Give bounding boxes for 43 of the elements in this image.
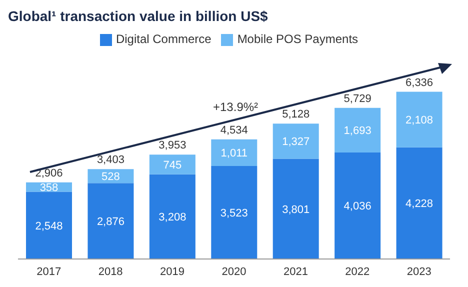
annotation: +13.9%²	[213, 100, 258, 114]
x-tick-label: 2022	[345, 266, 370, 278]
bar	[149, 174, 196, 259]
data-label: 3,801	[282, 204, 310, 216]
x-tick-label: 2017	[36, 266, 62, 278]
bar	[396, 147, 442, 259]
legend-label: Digital Commerce	[116, 32, 212, 46]
legend-label: Mobile POS Payments	[237, 32, 358, 46]
x-tick-label: 2020	[222, 266, 246, 278]
data-label: 528	[102, 171, 120, 184]
bar	[149, 154, 196, 174]
data-label: 4,036	[344, 200, 372, 213]
data-label: 1,693	[344, 125, 372, 138]
bar	[334, 152, 381, 259]
bar	[26, 192, 72, 259]
data-label: 1,327	[282, 136, 310, 148]
bar	[88, 183, 134, 259]
x-tick-label: 2023	[406, 266, 432, 278]
data-label: 2,876	[96, 216, 124, 228]
total-label: 3,953	[158, 140, 186, 152]
bar	[211, 166, 258, 259]
bar	[334, 108, 381, 152]
total-label: 6,336	[406, 76, 434, 89]
x-tick-label: 2018	[98, 266, 123, 278]
total-label: 5,128	[282, 108, 310, 121]
data-label: 2,108	[406, 114, 434, 127]
bar	[211, 139, 258, 166]
total-label: 5,729	[344, 92, 372, 105]
chart-title: Global¹ transaction value in billion US$	[8, 8, 269, 26]
data-label: 3,208	[158, 212, 186, 224]
total-label: 4,534	[220, 124, 248, 136]
bar	[396, 92, 442, 148]
data-label: 3,523	[220, 208, 248, 220]
total-label: 3,403	[96, 154, 124, 166]
x-tick-label: 2021	[283, 266, 308, 278]
data-label: 745	[163, 160, 182, 172]
data-label: 2,548	[35, 220, 63, 232]
data-label: 4,228	[406, 198, 434, 210]
data-label: 1,011	[220, 148, 248, 160]
data-label: 358	[40, 182, 58, 194]
x-tick-label: 2019	[160, 266, 185, 278]
bar	[272, 124, 319, 159]
bar	[272, 158, 319, 259]
